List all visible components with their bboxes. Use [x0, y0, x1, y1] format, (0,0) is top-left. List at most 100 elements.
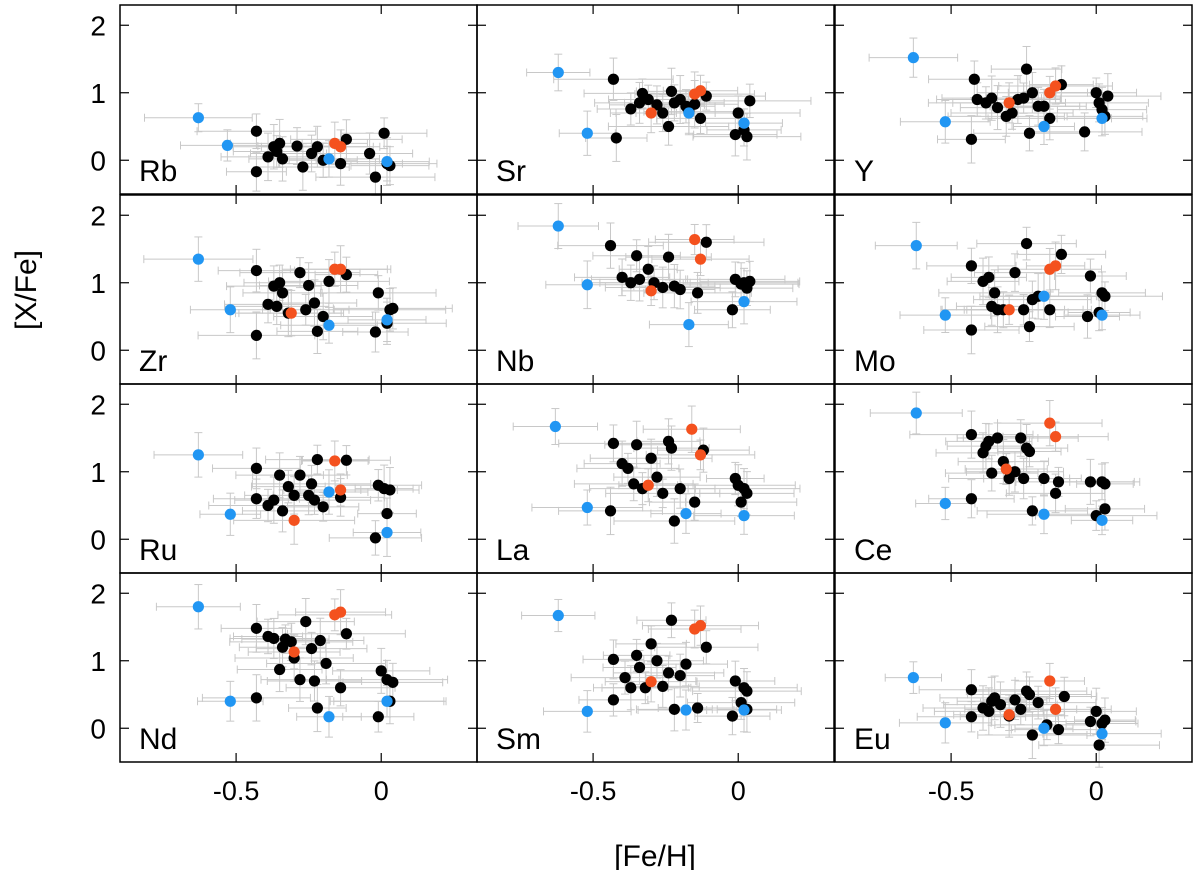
data-point-black	[631, 439, 643, 451]
panel-element-label: Eu	[854, 723, 891, 756]
data-point-black	[965, 493, 978, 505]
data-point-black	[994, 699, 1007, 711]
data-point-black	[250, 462, 263, 474]
data-point-black	[308, 494, 321, 506]
data-point-blue	[910, 407, 922, 419]
data-point-blue	[552, 220, 564, 232]
data-point-blue	[907, 672, 919, 684]
data-point-blue	[1096, 728, 1108, 740]
data-point-black	[694, 112, 707, 124]
data-point-red	[334, 141, 347, 153]
data-point-black	[989, 287, 1001, 299]
data-point-black	[1026, 729, 1038, 741]
data-point-black	[311, 141, 323, 153]
data-point-black	[250, 692, 263, 704]
data-point-red	[329, 455, 341, 467]
data-point-blue	[683, 107, 695, 119]
data-point-blue	[581, 705, 593, 717]
data-point-blue	[323, 711, 335, 723]
panel-element-label: Sm	[496, 723, 541, 756]
data-point-red	[1044, 675, 1056, 687]
data-point-black	[744, 275, 756, 287]
data-point-black	[1020, 63, 1033, 75]
data-point-blue	[939, 717, 951, 729]
data-point-black	[625, 682, 637, 694]
data-point-black	[268, 494, 280, 506]
data-point-red	[694, 253, 707, 265]
panel-element-label: Mo	[854, 345, 896, 378]
data-point-red	[694, 449, 707, 461]
data-point-black	[294, 469, 306, 481]
data-point-blue	[581, 501, 593, 514]
data-point-black	[744, 95, 756, 107]
data-point-black	[741, 131, 753, 143]
data-point-black	[645, 452, 657, 464]
data-point-black	[604, 505, 617, 517]
data-point-black	[662, 120, 675, 133]
data-point-black	[1023, 127, 1036, 139]
data-point-blue	[221, 139, 233, 151]
data-point-black	[741, 487, 753, 499]
data-point-blue	[738, 296, 750, 308]
data-point-black	[665, 614, 678, 626]
panel-frame	[476, 4, 835, 195]
data-point-black	[1018, 472, 1030, 485]
data-point-black	[1044, 304, 1056, 316]
data-point-blue	[1038, 508, 1050, 520]
data-point-black	[986, 467, 998, 479]
data-point-black	[369, 532, 382, 544]
data-point-black	[968, 73, 980, 85]
data-point-red	[1003, 709, 1015, 721]
panel-frame	[834, 4, 1193, 195]
data-point-black	[674, 283, 686, 296]
data-point-black	[311, 702, 323, 714]
panel-frame	[119, 194, 478, 385]
panel-element-label: Ce	[854, 534, 892, 567]
x-tick-label: 0	[374, 776, 389, 806]
data-point-black	[986, 92, 998, 104]
data-point-blue	[1096, 309, 1108, 321]
data-point-black	[1099, 290, 1111, 302]
data-point-red	[694, 620, 707, 632]
data-point-black	[250, 265, 263, 277]
data-point-red	[1049, 80, 1062, 92]
data-point-black	[300, 304, 312, 316]
data-point-black	[631, 649, 643, 661]
data-point-blue	[581, 279, 593, 291]
y-tick-label: 1	[90, 268, 106, 299]
data-point-black	[700, 641, 712, 653]
data-point-black	[274, 663, 286, 676]
data-point-black	[1090, 705, 1102, 717]
data-point-black	[291, 140, 303, 152]
data-point-black	[317, 501, 329, 513]
data-point-black	[680, 658, 692, 670]
data-point-black	[657, 487, 669, 499]
data-point-red	[334, 484, 347, 496]
data-point-black	[1018, 92, 1030, 104]
panel-element-label: Sr	[496, 155, 526, 188]
data-point-blue	[683, 319, 695, 331]
data-point-black	[303, 279, 315, 292]
data-point-black	[285, 636, 297, 648]
data-point-black	[271, 300, 283, 312]
data-point-black	[311, 325, 323, 337]
data-point-black	[1023, 445, 1036, 458]
y-tick-label: 2	[90, 200, 106, 231]
data-point-black	[1026, 87, 1038, 99]
data-point-black	[651, 471, 663, 483]
data-point-black	[633, 97, 646, 109]
data-point-red	[686, 423, 698, 435]
data-point-black	[965, 711, 978, 723]
data-point-black	[668, 515, 680, 527]
data-point-black	[250, 125, 263, 137]
data-point-blue	[939, 497, 951, 510]
data-point-red	[1044, 417, 1056, 429]
data-point-red	[285, 307, 297, 319]
data-point-black	[364, 147, 376, 160]
data-point-blue	[1096, 514, 1108, 526]
data-point-black	[607, 653, 620, 666]
y-tick-label: 2	[90, 10, 106, 41]
data-point-red	[1000, 463, 1012, 475]
data-point-black	[384, 484, 396, 496]
data-point-black	[308, 675, 321, 687]
